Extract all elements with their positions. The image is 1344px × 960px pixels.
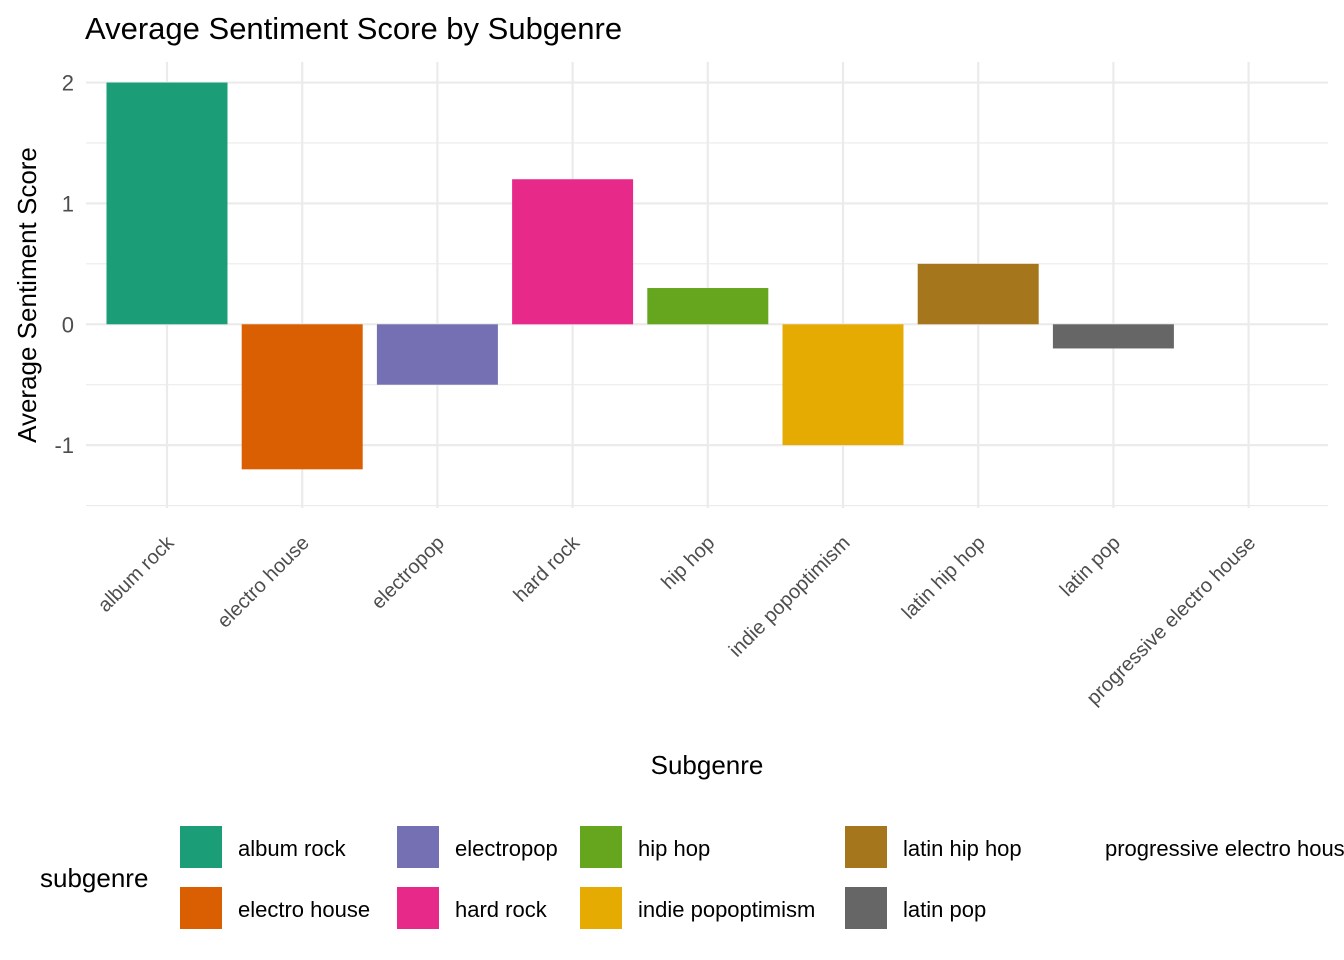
legend: album rock electro house electropop hard ro… — [180, 826, 1344, 929]
bar-electro-house — [241, 324, 363, 470]
legend-label-progressive-electro-house: progressive electro house — [1105, 836, 1344, 861]
x-tick-label: electropop — [367, 532, 449, 614]
y-axis-title: Average Sentiment Score — [12, 147, 42, 443]
legend-key-hip-hop — [580, 826, 622, 868]
y-axis-ticks: -1 0 1 2 — [54, 71, 74, 459]
legend-key-album-rock — [180, 826, 222, 868]
legend-label-latin-pop: latin pop — [903, 897, 986, 922]
bar-indie-popoptimism — [782, 324, 904, 446]
bar-latin-hip-hop — [917, 263, 1039, 325]
x-tick-label: hip hop — [657, 532, 719, 594]
legend-label-indie-popoptimism: indie popoptimism — [638, 897, 815, 922]
legend-key-progressive-electro-house — [1047, 826, 1089, 868]
y-tick-label: -1 — [54, 433, 74, 458]
bar-hard-rock — [512, 179, 634, 325]
bar-latin-pop — [1052, 324, 1174, 349]
legend-key-latin-pop — [845, 887, 887, 929]
legend-label-electro-house: electro house — [238, 897, 370, 922]
y-tick-label: 0 — [62, 312, 74, 337]
legend-title: subgenre — [40, 863, 148, 893]
legend-key-indie-popoptimism — [580, 887, 622, 929]
x-tick-label: hard rock — [510, 531, 585, 606]
x-tick-label: latin pop — [1056, 532, 1125, 601]
y-tick-label: 1 — [62, 191, 74, 216]
legend-key-latin-hip-hop — [845, 826, 887, 868]
x-axis-ticks: album rock electro house electropop hard ro… — [94, 531, 1260, 709]
legend-label-hip-hop: hip hop — [638, 836, 710, 861]
legend-label-album-rock: album rock — [238, 836, 347, 861]
legend-key-electropop — [397, 826, 439, 868]
legend-key-hard-rock — [397, 887, 439, 929]
legend-label-electropop: electropop — [455, 836, 558, 861]
legend-key-electro-house — [180, 887, 222, 929]
x-tick-label: latin hip hop — [898, 532, 990, 624]
x-tick-label: album rock — [94, 531, 179, 616]
y-tick-label: 2 — [62, 71, 74, 96]
bars — [106, 82, 1174, 470]
x-tick-label: indie popoptimism — [725, 532, 855, 662]
bar-hip-hop — [647, 288, 769, 325]
chart-title: Average Sentiment Score by Subgenre — [85, 11, 622, 46]
legend-label-latin-hip-hop: latin hip hop — [903, 836, 1022, 861]
bar-album-rock — [106, 82, 228, 325]
x-tick-label: electro house — [213, 532, 313, 632]
bar-electropop — [376, 324, 498, 385]
x-axis-title: Subgenre — [651, 750, 764, 780]
legend-label-hard-rock: hard rock — [455, 897, 548, 922]
